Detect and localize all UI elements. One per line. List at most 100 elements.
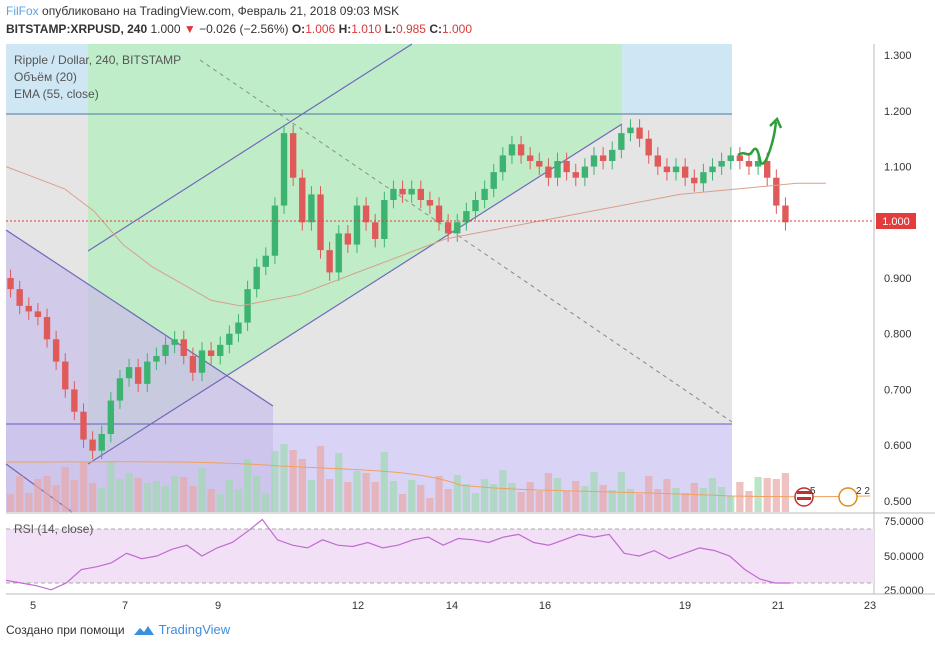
flag-stripe-icon: [797, 497, 811, 500]
y-tick-8: 0.500: [884, 496, 912, 508]
x-tick-labels: 5 7 9 12 14 16 19 21 23: [30, 600, 876, 612]
candle: [226, 333, 233, 345]
legend-title: Ripple / Dollar, 240, BITSTAMP: [14, 53, 182, 67]
down-arrow-icon: ▼: [183, 22, 196, 36]
candle: [198, 350, 206, 373]
volume-bar: [727, 496, 735, 512]
candle: [672, 166, 680, 173]
volume-bar: [161, 486, 170, 512]
candle: [16, 289, 23, 306]
volume-bar: [645, 476, 653, 512]
candle: [463, 211, 470, 223]
y-tick-7: 0.600: [884, 440, 912, 452]
volume-bar: [116, 479, 124, 512]
low-value: 0.985: [395, 22, 426, 36]
candle: [144, 361, 151, 384]
volume-bar: [61, 467, 69, 512]
x-tick-3: 12: [352, 600, 364, 612]
volume-bar: [398, 494, 407, 512]
legend-ema: EMA (55, close): [14, 87, 99, 101]
flag-stripe-icon: [797, 491, 811, 494]
x-tick-6: 19: [679, 600, 691, 612]
flag-eu-icon[interactable]: [838, 487, 858, 507]
candle: [444, 222, 452, 234]
candle: [344, 233, 352, 245]
volume-bar: [289, 450, 297, 512]
candle: [636, 127, 643, 139]
candle: [171, 339, 178, 345]
candle: [353, 205, 361, 245]
event-count-2: 2 2: [856, 486, 870, 497]
candle: [399, 188, 406, 195]
candle: [262, 255, 270, 267]
y-tick-4: 0.900: [884, 273, 912, 285]
candle: [590, 155, 598, 167]
price-axis[interactable]: [874, 44, 935, 594]
tradingview-link[interactable]: TradingView: [133, 622, 230, 637]
volume-bar: [717, 487, 726, 512]
open-label: O:: [291, 22, 306, 36]
volume-bar: [189, 486, 197, 512]
volume-bar: [772, 479, 780, 512]
candle: [481, 188, 488, 200]
x-tick-1: 7: [122, 600, 128, 612]
candle: [599, 155, 607, 161]
projection-arrow-head: [769, 116, 783, 129]
y-tick-6: 0.700: [884, 384, 912, 396]
volume-bar: [171, 476, 179, 512]
symbol-line: BITSTAMP:XRPUSD, 240 1.000 ▼ −0.026 (−2.…: [6, 21, 472, 37]
volume-bar: [736, 482, 744, 512]
candle: [289, 133, 297, 178]
y-tick-0: 1.300: [884, 50, 912, 62]
candle: [526, 155, 534, 161]
x-tick-4: 14: [446, 600, 458, 612]
candle: [700, 172, 707, 184]
candle: [80, 411, 87, 440]
tradingview-logo-icon: [133, 625, 154, 635]
author-name[interactable]: FilFox: [6, 4, 39, 18]
y-tick-2: 1.100: [884, 162, 912, 174]
volume-bar: [25, 493, 33, 512]
volume-bar: [480, 479, 489, 512]
volume-bar: [435, 476, 443, 512]
channel-upper-line: [87, 43, 413, 252]
candle: [189, 356, 197, 373]
candle: [654, 155, 662, 167]
legend-volume: Объём (20): [14, 70, 77, 84]
symbol: BITSTAMP:XRPUSD, 240: [6, 22, 148, 36]
candle: [317, 194, 324, 251]
volume-bar: [371, 482, 379, 512]
candle: [116, 378, 124, 401]
volume-bar: [781, 473, 790, 512]
candle: [718, 161, 725, 167]
candle: [454, 222, 461, 234]
event-count: 5: [810, 486, 816, 497]
volume-bar: [79, 462, 88, 512]
published-text: опубликовано на TradingView.com, Февраль…: [42, 4, 400, 18]
candle: [244, 289, 251, 323]
volume-bar: [635, 494, 644, 512]
x-tick-8: 23: [864, 600, 876, 612]
volume-bar: [417, 485, 425, 512]
candle: [253, 266, 260, 290]
high-value: 1.010: [351, 22, 382, 36]
volume-bar: [307, 480, 316, 512]
candle: [107, 400, 115, 434]
volume-bar: [681, 493, 689, 512]
candle: [417, 188, 424, 200]
volume-bar: [654, 489, 662, 512]
candle: [536, 161, 543, 167]
volume-bar: [353, 471, 361, 512]
candle: [472, 200, 479, 212]
candle: [299, 177, 306, 223]
volume-bar: [663, 479, 671, 512]
volume-bar: [88, 483, 97, 512]
candle: [745, 161, 753, 167]
desc-channel-upper: [5, 229, 274, 407]
volume-bar: [672, 488, 680, 512]
volume-bar: [234, 489, 243, 512]
projection-arrow: [737, 121, 778, 165]
volume-bar: [499, 470, 507, 512]
candle: [499, 155, 507, 173]
